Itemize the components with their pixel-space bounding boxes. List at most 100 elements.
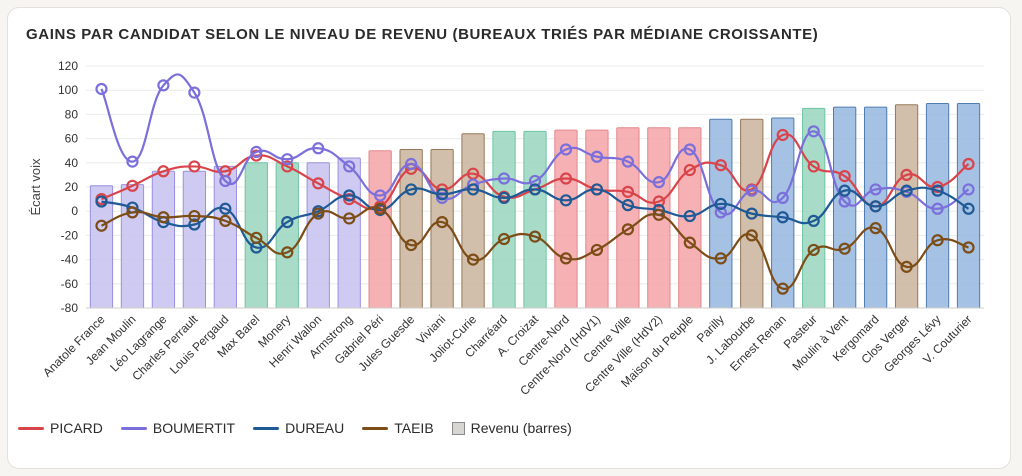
point-taeib <box>807 243 820 257</box>
series-taeib <box>95 202 975 295</box>
point-taeib <box>652 208 665 221</box>
point-picard <box>312 177 325 190</box>
legend-item-picard[interactable]: PICARD <box>18 420 103 436</box>
point-dureau <box>683 209 696 223</box>
bar <box>863 106 888 309</box>
y-tick-label: 20 <box>65 180 79 194</box>
point-dureau <box>838 184 851 197</box>
legend-swatch-dureau <box>253 426 280 430</box>
point-boumertit <box>95 82 108 96</box>
y-tick-label: 60 <box>65 132 79 146</box>
point-picard <box>683 163 696 177</box>
point-boumertit <box>188 86 201 99</box>
point-boumertit <box>869 183 882 196</box>
point-dureau <box>900 184 913 197</box>
point-taeib <box>838 242 851 255</box>
point-picard <box>900 168 913 181</box>
point-picard <box>838 170 851 183</box>
point-dureau <box>528 183 542 196</box>
point-taeib <box>219 214 232 227</box>
y-tick-label: 80 <box>65 107 79 121</box>
point-boumertit <box>312 142 325 155</box>
point-boumertit <box>931 202 944 215</box>
series-line-boumertit <box>100 73 970 216</box>
point-picard <box>776 128 789 142</box>
point-dureau <box>807 214 820 227</box>
chart-title: GAINS PAR CANDIDAT SELON LE NIVEAU DE RE… <box>26 26 819 43</box>
y-tick-label: 40 <box>65 156 79 170</box>
legend-swatch-taeib <box>362 426 389 430</box>
point-boumertit <box>776 191 789 204</box>
bar <box>956 103 981 309</box>
legend: PICARD BOUMERTIT DUREAU TAEIB Revenu (ba… <box>18 420 590 436</box>
point-boumertit <box>962 183 975 196</box>
point-boumertit <box>374 189 387 202</box>
point-picard <box>621 185 634 198</box>
point-taeib <box>436 215 449 229</box>
point-dureau <box>559 194 573 207</box>
legend-swatch-revenu <box>451 421 465 435</box>
point-picard <box>559 172 573 185</box>
y-tick-label: 120 <box>58 59 78 73</box>
point-picard <box>714 159 727 172</box>
point-dureau <box>745 207 758 220</box>
bar <box>616 127 640 309</box>
point-taeib <box>683 236 696 249</box>
point-picard <box>281 160 294 173</box>
point-taeib <box>776 282 789 295</box>
point-taeib <box>343 212 356 225</box>
point-boumertit <box>714 206 727 219</box>
point-boumertit <box>405 157 418 171</box>
point-taeib <box>559 252 573 265</box>
point-taeib <box>745 229 758 242</box>
bar <box>368 150 392 309</box>
legend-item-boumertit[interactable]: BOUMERTIT <box>120 420 235 436</box>
point-taeib <box>714 252 727 265</box>
point-dureau <box>281 215 294 229</box>
point-taeib <box>188 209 201 223</box>
legend-item-dureau[interactable]: DUREAU <box>253 420 344 436</box>
bar <box>461 133 485 309</box>
bar <box>213 165 237 309</box>
point-picard <box>962 157 975 171</box>
point-taeib <box>590 243 604 257</box>
point-boumertit <box>497 172 511 185</box>
y-tick-label: -60 <box>61 277 79 291</box>
point-dureau <box>405 183 418 196</box>
point-dureau <box>931 184 944 197</box>
point-boumertit <box>281 153 294 166</box>
y-tick-label: 0 <box>71 204 78 218</box>
point-picard <box>157 165 170 178</box>
point-taeib <box>466 253 480 266</box>
point-dureau <box>219 202 232 215</box>
legend-item-revenu[interactable]: Revenu (barres) <box>451 420 572 436</box>
y-tick-label: -40 <box>61 253 79 267</box>
point-taeib <box>528 230 542 243</box>
point-boumertit <box>745 184 758 197</box>
point-boumertit <box>126 155 139 168</box>
point-boumertit <box>652 176 665 189</box>
series-line-taeib <box>101 206 969 290</box>
point-boumertit <box>528 174 542 188</box>
point-dureau <box>714 197 727 211</box>
point-dureau <box>869 200 882 213</box>
point-dureau <box>466 183 480 196</box>
bar <box>337 157 361 309</box>
point-taeib <box>962 241 975 254</box>
point-boumertit <box>621 155 634 168</box>
point-picard <box>931 180 944 194</box>
legend-label-taeib: TAEIB <box>394 420 434 436</box>
bar <box>523 130 547 309</box>
point-taeib <box>931 234 944 247</box>
point-taeib <box>405 238 418 252</box>
point-picard <box>807 160 820 173</box>
point-boumertit <box>590 150 604 163</box>
legend-item-taeib[interactable]: TAEIB <box>362 420 434 436</box>
legend-label-dureau: DUREAU <box>285 420 345 436</box>
bar <box>151 170 176 309</box>
point-picard <box>343 193 356 206</box>
point-boumertit <box>157 79 170 92</box>
legend-label-picard: PICARD <box>50 420 103 436</box>
